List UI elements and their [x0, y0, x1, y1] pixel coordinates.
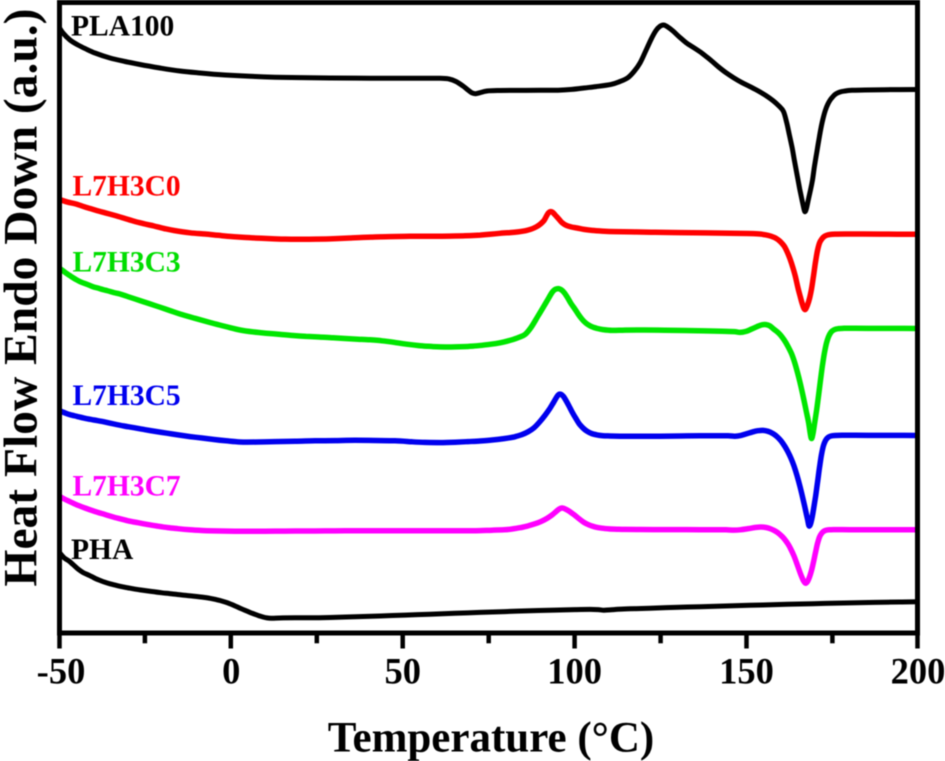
svg-text:0: 0	[222, 651, 240, 692]
svg-text:-50: -50	[37, 651, 86, 692]
svg-text:150: 150	[719, 651, 774, 692]
svg-text:50: 50	[384, 651, 421, 692]
svg-text:Heat Flow Endo Down (a.u.): Heat Flow Endo Down (a.u.)	[0, 9, 48, 587]
svg-text:100: 100	[547, 651, 602, 692]
svg-text:PLA100: PLA100	[71, 11, 174, 43]
svg-text:L7H3C5: L7H3C5	[73, 380, 181, 412]
svg-text:L7H3C7: L7H3C7	[73, 471, 181, 503]
svg-text:200: 200	[891, 651, 945, 692]
svg-text:Temperature (°C): Temperature (°C)	[328, 715, 655, 761]
svg-text:L7H3C3: L7H3C3	[73, 247, 181, 279]
svg-text:L7H3C0: L7H3C0	[73, 171, 181, 203]
svg-text:PHA: PHA	[71, 534, 134, 566]
